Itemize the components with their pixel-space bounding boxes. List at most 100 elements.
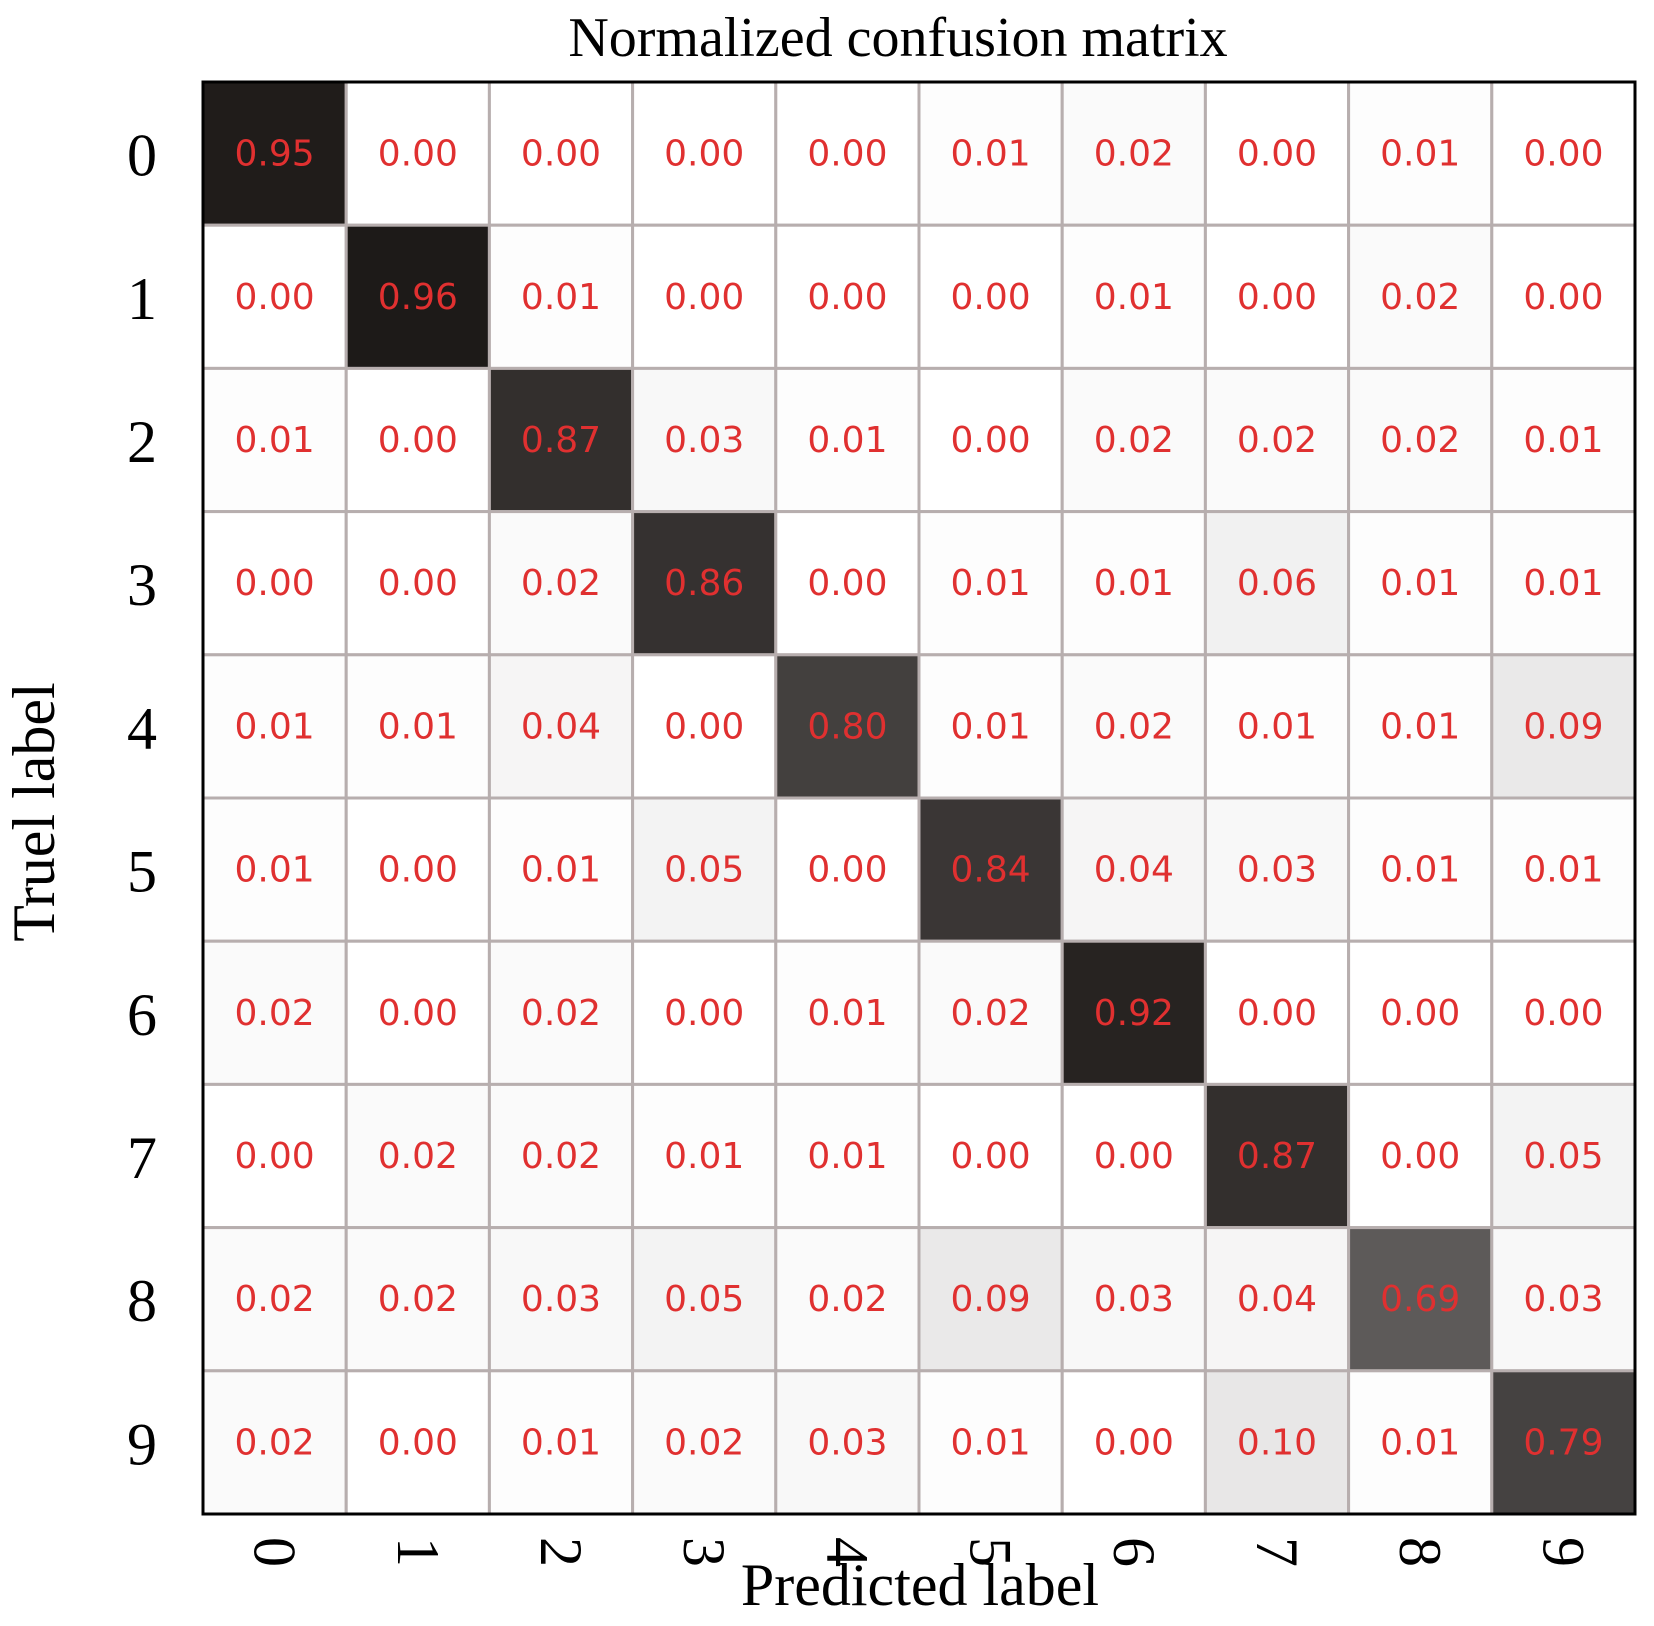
heatmap-cell-r1-c7 [1203, 223, 1351, 370]
cell-value-r6-c1: 0.00 [378, 993, 458, 1034]
heatmap-cell-r2-c6 [1060, 366, 1207, 514]
heatmap-cell-r0-c7 [1203, 80, 1351, 227]
heatmap-cell-r1-c1 [344, 223, 491, 370]
cell-value-r5-c3: 0.05 [664, 850, 744, 891]
cell-value-r9-c9: 0.79 [1523, 1422, 1603, 1463]
cell-value-r0-c0: 0.95 [235, 134, 315, 175]
cell-value-r7-c3: 0.01 [664, 1136, 744, 1177]
heatmap-cell-r7-c4 [774, 1082, 921, 1230]
heatmap-cell-r7-c8 [1347, 1082, 1494, 1230]
x-tick-label-8: 8 [1387, 1537, 1453, 1567]
x-tick-label-9: 9 [1530, 1537, 1596, 1567]
x-axis-ticks: 0 1 2 3 4 5 6 7 8 9 [242, 1537, 1597, 1567]
heatmap-cell-r6-c9 [1490, 939, 1637, 1086]
cell-value-r2-c5: 0.00 [951, 420, 1031, 461]
cell-value-r5-c2: 0.01 [521, 850, 601, 891]
heatmap-cell-r9-c7 [1203, 1369, 1351, 1516]
heatmap-cell-r8-c7 [1203, 1226, 1351, 1373]
heatmap-cell-r7-c7 [1203, 1082, 1351, 1230]
x-tick-label-7: 7 [1244, 1537, 1310, 1567]
heatmap-cell-r8-c6 [1060, 1226, 1207, 1373]
cell-value-r3-c7: 0.06 [1237, 563, 1317, 604]
cell-value-r1-c2: 0.01 [521, 277, 601, 318]
y-axis-label: Truel label [1, 682, 67, 941]
cell-value-r1-c6: 0.01 [1094, 277, 1174, 318]
cell-value-r4-c9: 0.09 [1523, 706, 1603, 747]
cell-value-r7-c8: 0.00 [1380, 1136, 1460, 1177]
heatmap-cell-r9-c5 [917, 1369, 1064, 1516]
cell-value-r6-c6: 0.92 [1094, 993, 1174, 1034]
cell-value-r4-c1: 0.01 [378, 706, 458, 747]
y-tick-label-4: 4 [127, 695, 157, 761]
heatmap-cell-r4-c6 [1060, 653, 1207, 800]
cell-value-r0-c5: 0.01 [951, 134, 1031, 175]
cell-value-r7-c6: 0.00 [1094, 1136, 1174, 1177]
cell-value-r5-c7: 0.03 [1237, 850, 1317, 891]
cell-value-r5-c6: 0.04 [1094, 850, 1174, 891]
x-tick-label-0: 0 [242, 1537, 308, 1567]
cell-value-r0-c3: 0.00 [664, 134, 744, 175]
heatmap-cell-r8-c3 [631, 1226, 778, 1373]
cell-value-r6-c5: 0.02 [951, 993, 1031, 1034]
heatmap-cell-r4-c1 [344, 653, 491, 800]
cell-value-r6-c7: 0.00 [1237, 993, 1317, 1034]
x-tick-label-6: 6 [1101, 1537, 1167, 1567]
heatmap-cell-r9-c9 [1490, 1369, 1637, 1516]
y-tick-label-3: 3 [127, 552, 157, 618]
cell-value-r9-c4: 0.03 [807, 1422, 887, 1463]
cell-value-r1-c8: 0.02 [1380, 277, 1460, 318]
heatmap-cell-r0-c1 [344, 80, 491, 227]
cell-value-r9-c5: 0.01 [951, 1422, 1031, 1463]
heatmap-cell-r7-c6 [1060, 1082, 1207, 1230]
heatmap-cell-r5-c4 [774, 796, 921, 943]
cell-value-r7-c7: 0.87 [1237, 1136, 1317, 1177]
heatmap-cell-r6-c0 [201, 939, 348, 1086]
y-axis-ticks: 0 1 2 3 4 5 6 7 8 9 [127, 123, 157, 1478]
heatmap-cell-r6-c6 [1060, 939, 1207, 1086]
heatmap-cell-r5-c2 [487, 796, 635, 943]
cell-value-r8-c8: 0.69 [1380, 1279, 1460, 1320]
cell-value-r5-c0: 0.01 [235, 850, 315, 891]
cell-value-r6-c4: 0.01 [807, 993, 887, 1034]
cell-value-r0-c2: 0.00 [521, 134, 601, 175]
heatmap-cell-r4-c7 [1203, 653, 1351, 800]
y-tick-label-8: 8 [127, 1268, 157, 1334]
x-tick-label-5: 5 [958, 1537, 1024, 1567]
cell-value-r9-c6: 0.00 [1094, 1422, 1174, 1463]
cell-value-r6-c9: 0.00 [1523, 993, 1603, 1034]
heatmap-cell-r2-c0 [201, 366, 348, 514]
heatmap-cell-r8-c4 [774, 1226, 921, 1373]
heatmap-cell-r0-c5 [917, 80, 1064, 227]
heatmap-cell-r8-c1 [344, 1226, 491, 1373]
cell-value-r9-c2: 0.01 [521, 1422, 601, 1463]
heatmap-cell-r0-c0 [201, 80, 348, 227]
heatmap-cell-r5-c0 [201, 796, 348, 943]
plot-frame [201, 80, 1637, 1516]
cell-value-r7-c5: 0.00 [951, 1136, 1031, 1177]
heatmap-cell-r3-c5 [917, 510, 1064, 657]
cell-value-r9-c7: 0.10 [1237, 1422, 1317, 1463]
cell-value-r0-c1: 0.00 [378, 134, 458, 175]
heatmap-cell-r1-c3 [631, 223, 778, 370]
heatmap-cell-r4-c2 [487, 653, 635, 800]
cell-value-r3-c9: 0.01 [1523, 563, 1603, 604]
cell-value-r8-c9: 0.03 [1523, 1279, 1603, 1320]
cell-value-r4-c5: 0.01 [951, 706, 1031, 747]
cell-value-r2-c6: 0.02 [1094, 420, 1174, 461]
chart-title: Normalized confusion matrix [568, 7, 1227, 69]
cell-value-r3-c6: 0.01 [1094, 563, 1174, 604]
heatmap-cell-r4-c5 [917, 653, 1064, 800]
heatmap-cell-r5-c5 [917, 796, 1064, 943]
x-tick-label-2: 2 [528, 1537, 594, 1567]
heatmap-cell-r6-c3 [631, 939, 778, 1086]
cell-value-r7-c4: 0.01 [807, 1136, 887, 1177]
cell-value-r7-c9: 0.05 [1523, 1136, 1603, 1177]
cell-value-r6-c8: 0.00 [1380, 993, 1460, 1034]
heatmap-cell-r4-c9 [1490, 653, 1637, 800]
cell-value-r1-c4: 0.00 [807, 277, 887, 318]
heatmap-cell-r2-c7 [1203, 366, 1351, 514]
x-tick-label-1: 1 [385, 1537, 451, 1567]
cell-value-r5-c8: 0.01 [1380, 850, 1460, 891]
cell-value-r2-c7: 0.02 [1237, 420, 1317, 461]
